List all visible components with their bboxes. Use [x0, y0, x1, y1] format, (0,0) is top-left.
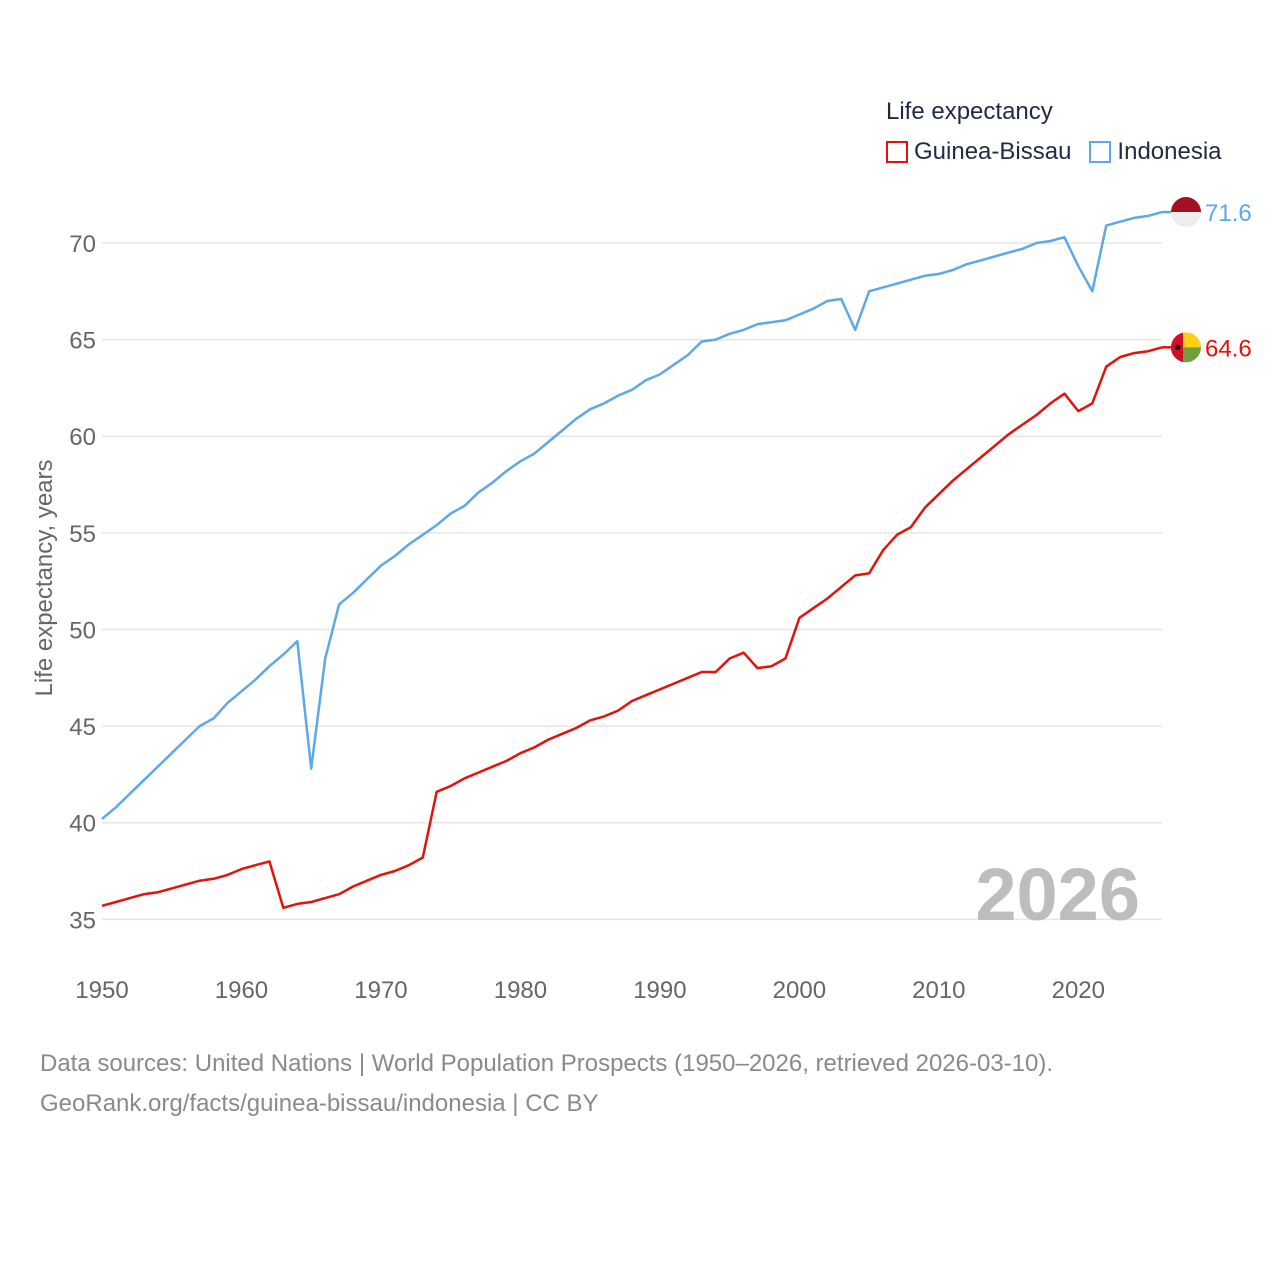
legend-swatch-guinea-bissau: [886, 141, 908, 163]
y-tick-label: 55: [69, 521, 96, 548]
end-value-label-indonesia: 71.6: [1205, 200, 1252, 227]
x-tick-label: 1970: [354, 977, 407, 1004]
x-tick-labels: 1950 1960 1970 1980 1990 2000 2010 2020: [75, 977, 1105, 1004]
legend-label-indonesia: Indonesia: [1117, 138, 1222, 165]
y-tick-label: 65: [69, 328, 96, 355]
data-source-text: Data sources: United Nations | World Pop…: [40, 1050, 1054, 1077]
legend-swatch-indonesia: [1089, 141, 1112, 163]
y-tick-label: 60: [69, 424, 96, 451]
series-lines: [101, 210, 1163, 910]
legend-item-indonesia[interactable]: Indonesia: [1089, 138, 1222, 166]
legend-item-guinea-bissau[interactable]: Guinea-Bissau: [886, 138, 1071, 166]
x-tick-label: 2020: [1052, 977, 1105, 1004]
y-tick-label: 70: [69, 231, 96, 258]
y-axis-label: Life expectancy, years: [31, 459, 58, 696]
legend: Life expectancy Guinea-Bissau Indonesia: [886, 98, 1222, 166]
x-tick-label: 1960: [215, 977, 268, 1004]
x-tick-label: 2010: [912, 977, 965, 1004]
watermark-year: 2026: [975, 853, 1140, 936]
footer: Data sources: United Nations | World Pop…: [40, 1044, 1053, 1124]
end-labels: 64.6 71.6: [1162, 197, 1252, 363]
series-line-indonesia[interactable]: [101, 210, 1163, 820]
y-tick-label: 40: [69, 811, 96, 838]
x-tick-label: 1980: [494, 977, 547, 1004]
flag-indonesia-icon: [1171, 197, 1201, 228]
source-link[interactable]: GeoRank.org/facts/guinea-bissau/indonesi…: [40, 1090, 599, 1117]
legend-title: Life expectancy: [886, 98, 1053, 125]
x-tick-label: 1950: [75, 977, 128, 1004]
flag-guinea-bissau-icon: [1171, 332, 1201, 363]
series-line-guinea-bissau[interactable]: [101, 346, 1163, 910]
legend-label-guinea-bissau: Guinea-Bissau: [914, 138, 1072, 165]
x-tick-label: 2000: [773, 977, 826, 1004]
end-value-label-guinea-bissau: 64.6: [1205, 335, 1252, 362]
y-tick-labels: 35 40 45 50 55 60 65 70: [69, 231, 96, 934]
y-tick-label: 50: [69, 617, 96, 644]
x-tick-label: 1990: [633, 977, 686, 1004]
y-tick-label: 45: [69, 714, 96, 741]
grid-lines: [102, 242, 1162, 921]
y-tick-label: 35: [69, 907, 96, 934]
